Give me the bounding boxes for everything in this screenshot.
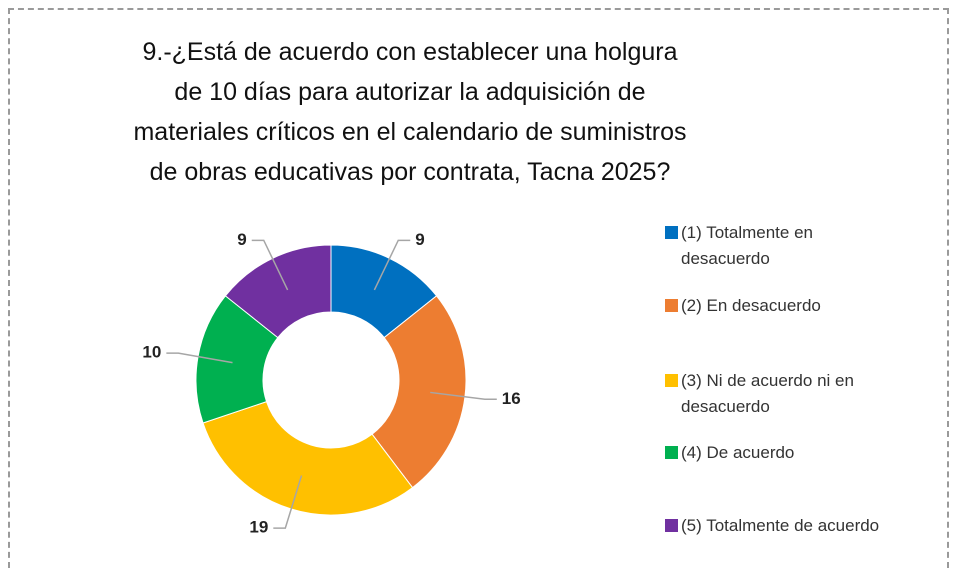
leader-line	[251, 239, 289, 291]
legend-swatch	[665, 226, 678, 239]
legend-label: (3) Ni de acuerdo ni en desacuerdo	[681, 371, 854, 416]
leader-line	[273, 475, 303, 529]
leader-line	[430, 391, 497, 401]
donut-segment	[371, 295, 467, 489]
data-label: 9	[237, 230, 246, 249]
legend-swatch	[665, 446, 678, 459]
legend-swatch	[665, 374, 678, 387]
legend-item: (5) Totalmente de acuerdo	[665, 513, 950, 539]
legend-swatch	[665, 299, 678, 312]
donut-segment	[224, 244, 332, 339]
leader-line	[166, 352, 233, 364]
frame	[8, 8, 949, 568]
data-label: 19	[249, 518, 268, 537]
legend-label: (4) De acuerdo	[681, 443, 795, 462]
legend-label: (2) En desacuerdo	[681, 296, 821, 315]
data-label: 10	[142, 343, 161, 362]
data-label: 9	[415, 230, 424, 249]
legend-item: (2) En desacuerdo	[665, 293, 950, 319]
legend-item: (4) De acuerdo	[665, 440, 950, 466]
legend-label: (5) Totalmente de acuerdo	[681, 516, 880, 535]
legend-swatch	[665, 519, 678, 532]
legend-label: (1) Totalmente en desacuerdo	[681, 223, 813, 268]
legend-item: (3) Ni de acuerdo ni en desacuerdo	[665, 368, 950, 420]
donut-segment	[202, 401, 414, 516]
chart-title: 9.-¿Está de acuerdo con establecer una h…	[133, 38, 687, 186]
leader-line	[373, 239, 411, 291]
legend-item: (1) Totalmente en desacuerdo	[665, 220, 950, 272]
data-label: 16	[502, 389, 521, 408]
